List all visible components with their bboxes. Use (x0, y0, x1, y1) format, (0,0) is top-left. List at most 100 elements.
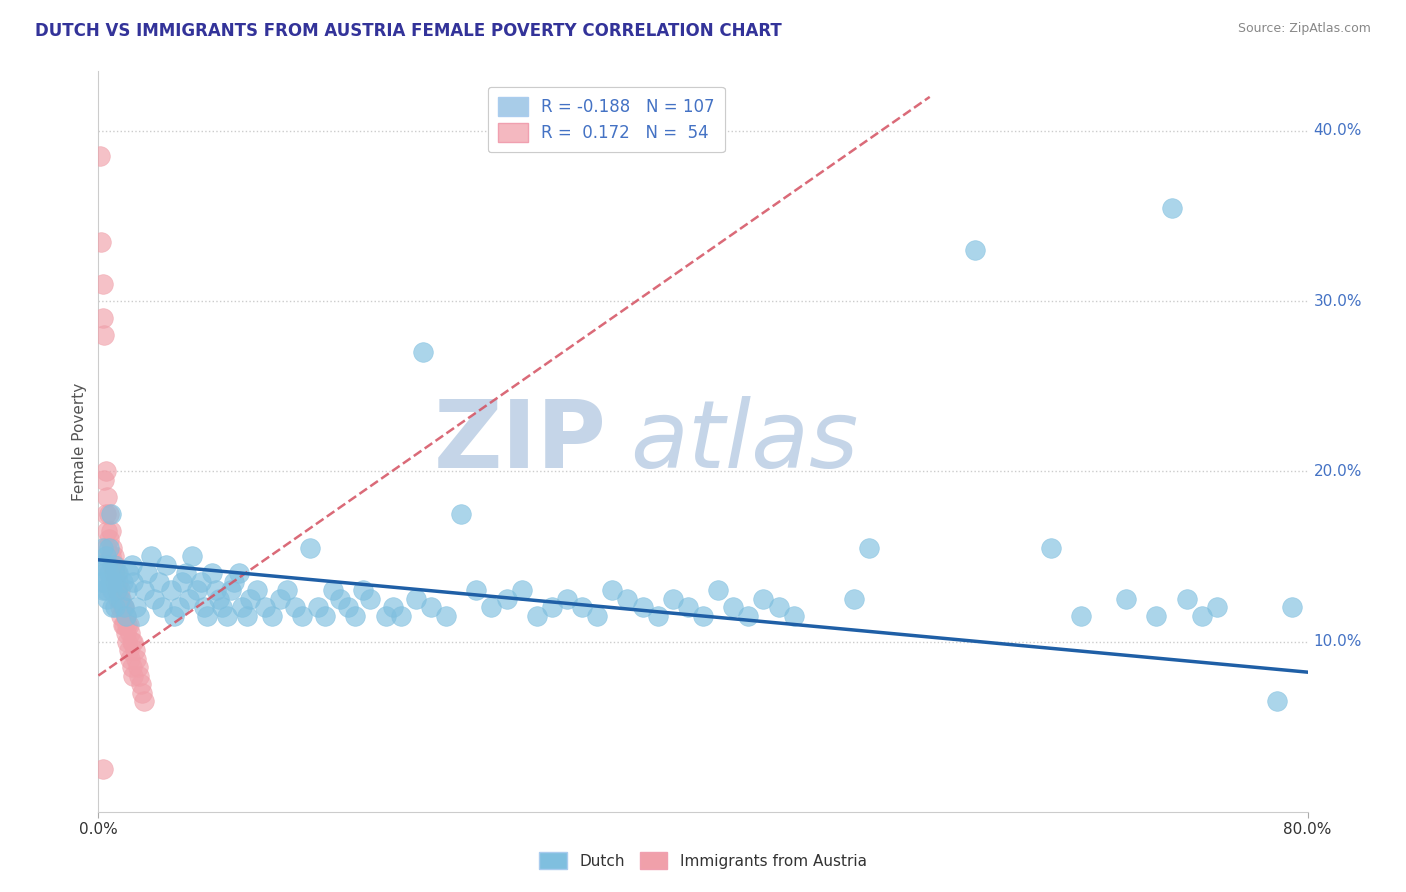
Text: 10.0%: 10.0% (1313, 634, 1362, 649)
Point (143, 591, 166, 606)
Point (131, 685, 153, 699)
Y-axis label: Female Poverty: Female Poverty (72, 383, 87, 500)
Point (105, 583, 128, 598)
Point (93, 574, 115, 589)
Point (586, 609, 609, 624)
Point (1175, 591, 1198, 606)
Point (98, 507, 121, 521)
Legend: R = -0.188   N = 107, R =  0.172   N =  54: R = -0.188 N = 107, R = 0.172 N = 54 (488, 87, 724, 153)
Point (118, 643, 141, 657)
Point (374, 609, 396, 624)
Text: DUTCH VS IMMIGRANTS FROM AUSTRIA FEMALE POVERTY CORRELATION CHART: DUTCH VS IMMIGRANTS FROM AUSTRIA FEMALE … (35, 22, 782, 40)
Point (112, 617, 135, 632)
Point (141, 549, 163, 564)
Point (616, 591, 638, 606)
Point (1206, 600, 1229, 615)
Point (111, 600, 134, 615)
Point (170, 574, 193, 589)
Point (115, 583, 138, 598)
Point (118, 566, 141, 581)
Point (94, 541, 117, 555)
Point (360, 591, 382, 606)
Point (174, 566, 197, 581)
Point (114, 626, 136, 640)
Point (661, 591, 683, 606)
Point (676, 600, 699, 615)
Point (208, 591, 231, 606)
Point (160, 583, 183, 598)
Point (307, 600, 329, 615)
Point (120, 651, 142, 665)
Point (100, 549, 122, 564)
Point (1160, 201, 1182, 215)
Point (103, 574, 125, 589)
Text: Source: ZipAtlas.com: Source: ZipAtlas.com (1237, 22, 1371, 36)
Point (412, 345, 434, 359)
Point (965, 243, 987, 257)
Point (526, 609, 548, 624)
Point (104, 574, 127, 589)
Point (495, 591, 517, 606)
Point (1191, 609, 1213, 624)
Point (128, 609, 150, 624)
Point (647, 609, 669, 624)
Point (389, 609, 412, 624)
Text: 40.0%: 40.0% (1313, 123, 1362, 138)
Point (783, 609, 806, 624)
Point (276, 583, 298, 598)
Point (107, 566, 129, 581)
Point (93, 328, 115, 343)
Point (114, 609, 136, 624)
Point (105, 583, 128, 598)
Point (352, 583, 374, 598)
Point (167, 600, 190, 615)
Point (239, 591, 262, 606)
Point (101, 558, 124, 572)
Point (107, 591, 129, 606)
Point (132, 583, 155, 598)
Point (314, 609, 336, 624)
Point (1070, 609, 1092, 624)
Point (195, 609, 218, 624)
Point (94, 464, 117, 478)
Point (112, 600, 135, 615)
Point (1115, 591, 1137, 606)
Point (193, 600, 215, 615)
Point (104, 600, 127, 615)
Point (94, 507, 117, 521)
Point (228, 566, 250, 581)
Point (181, 549, 204, 564)
Point (1281, 600, 1303, 615)
Point (382, 600, 405, 615)
Point (108, 583, 131, 598)
Point (329, 591, 352, 606)
Point (336, 600, 359, 615)
Text: ZIP: ZIP (433, 395, 606, 488)
Point (205, 583, 228, 598)
Point (692, 609, 714, 624)
Point (150, 600, 173, 615)
Point (465, 583, 488, 598)
Point (122, 574, 145, 589)
Point (115, 634, 138, 648)
Point (405, 591, 427, 606)
Point (179, 591, 201, 606)
Point (91, 762, 114, 776)
Point (108, 591, 131, 606)
Point (110, 609, 132, 624)
Point (768, 600, 790, 615)
Point (100, 507, 122, 521)
Point (115, 617, 138, 632)
Point (481, 600, 503, 615)
Point (125, 651, 148, 665)
Point (93, 566, 115, 581)
Point (555, 591, 578, 606)
Point (98, 566, 121, 581)
Point (122, 634, 145, 648)
Point (94, 549, 117, 564)
Point (125, 600, 148, 615)
Point (103, 549, 125, 564)
Point (858, 541, 880, 555)
Point (752, 591, 775, 606)
Point (737, 609, 759, 624)
